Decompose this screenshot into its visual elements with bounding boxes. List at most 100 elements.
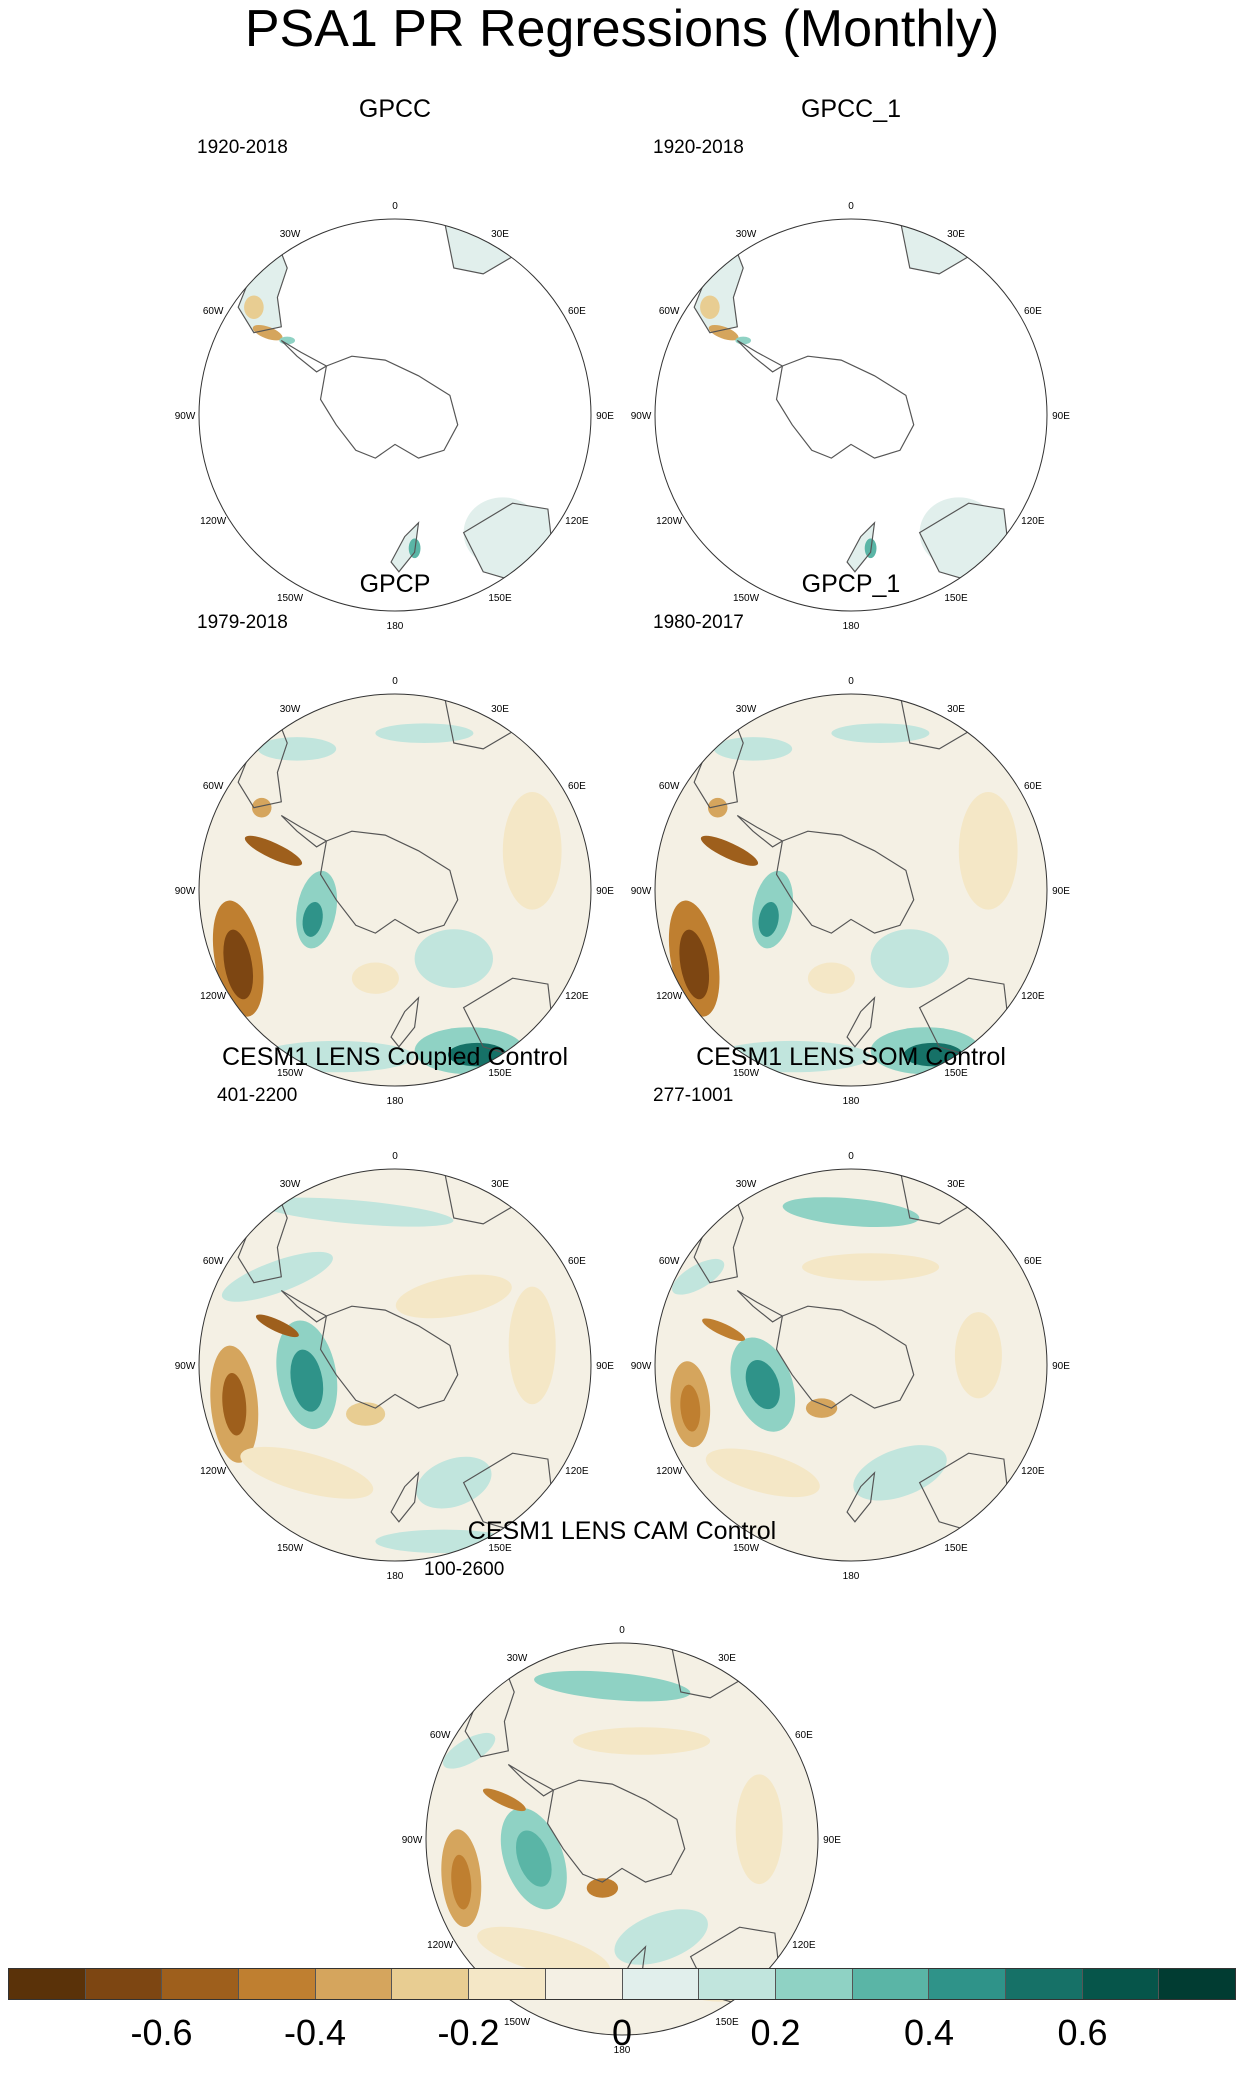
longitude-label: 150E bbox=[944, 1068, 968, 1079]
panel-title: CESM1 LENS SOM Control bbox=[696, 1043, 1006, 1071]
coastline bbox=[280, 340, 328, 373]
contour-region bbox=[290, 1349, 324, 1412]
colorbar-box bbox=[1082, 1969, 1160, 1999]
map-background bbox=[655, 694, 1047, 1086]
longitude-label: 30E bbox=[491, 704, 509, 715]
colorbar-box bbox=[85, 1969, 163, 1999]
longitude-label: 60W bbox=[430, 1730, 451, 1741]
longitude-label: 120W bbox=[427, 1940, 454, 1951]
colorbar-box bbox=[545, 1969, 623, 1999]
longitude-label: 150E bbox=[944, 593, 968, 604]
longitude-label: 150W bbox=[277, 1543, 304, 1554]
longitude-label: 90E bbox=[1052, 1361, 1070, 1372]
map-border bbox=[198, 1168, 592, 1562]
panel-title: GPCC_1 bbox=[800, 95, 902, 123]
longitude-label: 120E bbox=[1021, 516, 1045, 527]
contour-region bbox=[223, 929, 254, 1000]
longitude-label: 60E bbox=[568, 1256, 586, 1267]
field-shading bbox=[668, 694, 1018, 1075]
longitude-label: 30E bbox=[947, 229, 965, 240]
coastline bbox=[390, 521, 420, 573]
colorbar-box bbox=[239, 1969, 316, 1999]
longitude-label: 0 bbox=[848, 1151, 854, 1162]
longitude-label: 120W bbox=[200, 991, 227, 1002]
land-fill bbox=[847, 522, 875, 572]
longitude-label: 120W bbox=[656, 1466, 683, 1477]
contour-region bbox=[240, 1446, 374, 1499]
longitude-label: 90E bbox=[1052, 411, 1070, 422]
contour-region bbox=[745, 1360, 780, 1410]
longitude-label: 180 bbox=[387, 621, 404, 632]
longitude-label: 30E bbox=[947, 1179, 965, 1190]
coastline bbox=[846, 1471, 876, 1523]
longitude-label: 90W bbox=[175, 886, 196, 897]
colorbar-box bbox=[392, 1969, 470, 1999]
map-border bbox=[198, 218, 592, 612]
panel-years: 1920-2018 bbox=[197, 137, 288, 158]
map-panel-cesm-som: CESM1 LENS SOM Control 277-1001 0 30E 60E 9… bbox=[551, 1043, 1151, 1582]
coastline bbox=[319, 355, 459, 459]
longitude-label: 90W bbox=[631, 886, 652, 897]
longitude-label: 60E bbox=[568, 781, 586, 792]
longitude-label: 120W bbox=[200, 516, 227, 527]
contour-region bbox=[482, 1788, 526, 1812]
colorbar-label: 0 bbox=[611, 2012, 633, 2053]
contour-region bbox=[463, 497, 542, 568]
colorbar-box bbox=[315, 1969, 393, 1999]
panel-years: 401-2200 bbox=[217, 1085, 298, 1106]
panel-title: GPCP_1 bbox=[801, 570, 901, 598]
longitude-label: 30E bbox=[491, 229, 509, 240]
longitude-label: 30W bbox=[736, 229, 757, 240]
contour-region bbox=[477, 1926, 611, 1979]
contour-region bbox=[508, 1286, 556, 1405]
longitude-label: 90W bbox=[631, 411, 652, 422]
longitude-label: 90E bbox=[596, 1361, 614, 1372]
polar-map: 0 30E 60E 90E 120E 150E 180 150W 120W 90W 60W 30W bbox=[631, 1151, 1071, 1582]
longitude-label: 0 bbox=[619, 1625, 625, 1636]
contour-region bbox=[586, 1878, 619, 1898]
field-shading bbox=[670, 1169, 1009, 1533]
longitude-label: 180 bbox=[614, 2045, 631, 2056]
colorbar-box bbox=[622, 1969, 700, 1999]
contour-region bbox=[707, 797, 728, 818]
contour-region bbox=[782, 1197, 920, 1228]
longitude-label: 0 bbox=[392, 201, 398, 212]
longitude-label: 60W bbox=[659, 306, 680, 317]
coastline bbox=[736, 340, 784, 373]
longitude-label: 60W bbox=[203, 781, 224, 792]
contour-region bbox=[244, 835, 303, 866]
longitude-label: 30W bbox=[736, 1179, 757, 1190]
longitude-label: 150E bbox=[488, 593, 512, 604]
longitude-label: 0 bbox=[392, 676, 398, 687]
coastline bbox=[846, 996, 876, 1048]
polar-map: 0 30E 60E 90E 120E 150E 180 150W 120W 90W 60W 30W bbox=[175, 1151, 615, 1582]
longitude-label: 120W bbox=[200, 1466, 227, 1477]
coastline bbox=[775, 355, 915, 459]
land-fill bbox=[391, 522, 419, 572]
longitude-label: 150W bbox=[733, 593, 760, 604]
contour-region bbox=[614, 1909, 708, 1965]
polar-map: 0 30E 60E 90E 120E 150E 180 150W 120W 90W 60W 30W bbox=[631, 676, 1071, 1107]
contour-region bbox=[958, 792, 1018, 910]
longitude-label: 180 bbox=[843, 1571, 860, 1582]
longitude-label: 60E bbox=[1024, 781, 1042, 792]
coastline bbox=[319, 1305, 459, 1409]
colorbar-label: 0.4 bbox=[903, 2012, 955, 2053]
contour-region bbox=[702, 1318, 746, 1341]
colorbar-box bbox=[699, 1969, 776, 1999]
contour-region bbox=[244, 295, 264, 319]
coastline bbox=[736, 1290, 784, 1323]
contour-region bbox=[257, 737, 337, 761]
longitude-label: 180 bbox=[843, 621, 860, 632]
longitude-label: 60E bbox=[1024, 1256, 1042, 1267]
contour-region bbox=[700, 835, 759, 866]
longitude-label: 150E bbox=[488, 1543, 512, 1554]
longitude-label: 30E bbox=[718, 1653, 736, 1664]
colorbar-label: -0.6 bbox=[130, 2012, 193, 2053]
coastline bbox=[507, 1764, 555, 1797]
map-panel-gpcp1: GPCP_1 1980-2017 0 30E 60E 90E 120E 150E 180 15… bbox=[551, 570, 1151, 1107]
longitude-label: 90E bbox=[1052, 886, 1070, 897]
contour-region bbox=[302, 901, 323, 937]
longitude-label: 180 bbox=[387, 1571, 404, 1582]
longitude-label: 120E bbox=[565, 991, 589, 1002]
